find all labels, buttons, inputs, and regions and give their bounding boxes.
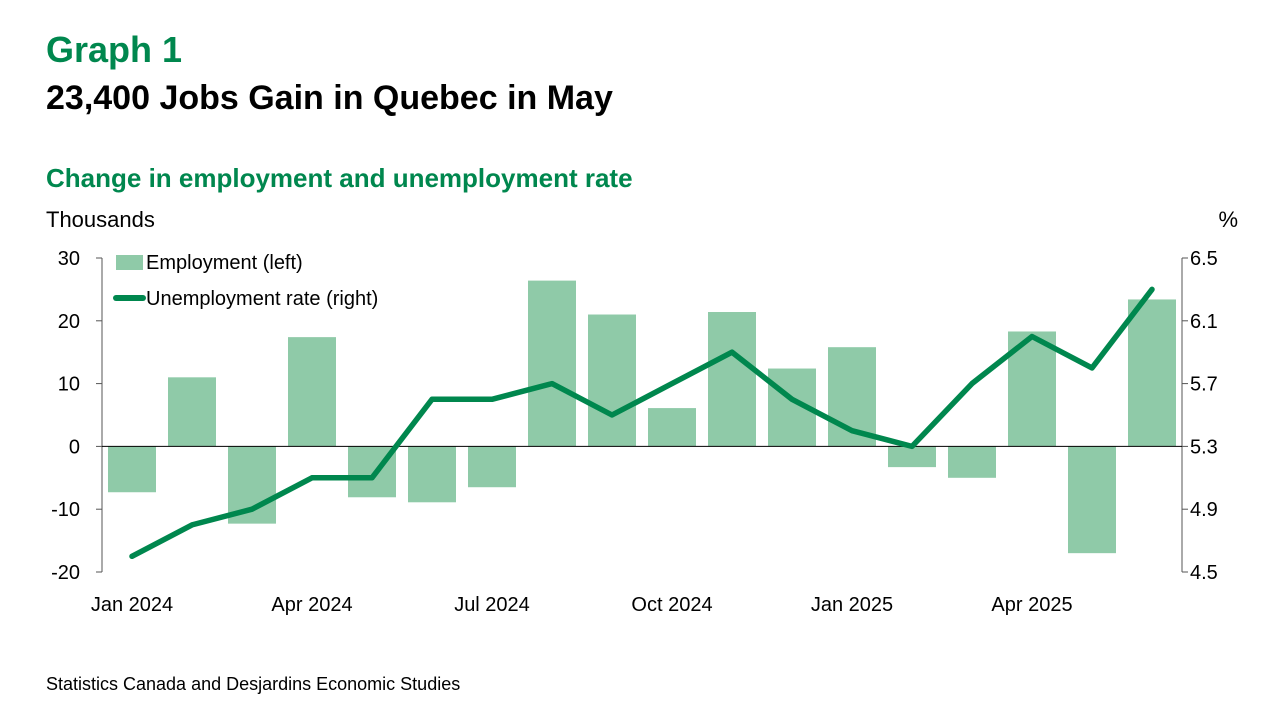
- unemployment-rate-point: [969, 381, 975, 387]
- employment-bar: [648, 408, 696, 447]
- x-tick-label: Apr 2025: [991, 594, 1072, 616]
- right-tick-label: 5.3: [1190, 436, 1218, 458]
- left-tick-label: 30: [58, 248, 80, 270]
- legend: Employment (left) Unemployment rate (rig…: [113, 252, 378, 310]
- right-tick-label: 5.7: [1190, 374, 1218, 396]
- unemployment-rate-point: [849, 428, 855, 434]
- unemployment-rate-point: [669, 381, 675, 387]
- unemployment-rate-point: [789, 396, 795, 402]
- unemployment-rate-point: [729, 349, 735, 355]
- left-tick-label: 20: [58, 311, 80, 333]
- legend-swatch-employment: [116, 255, 143, 270]
- x-tick-label: Oct 2024: [631, 594, 712, 616]
- employment-bar: [948, 446, 996, 478]
- left-axis-unit: Thousands: [46, 207, 155, 232]
- source-note: Statistics Canada and Desjardins Economi…: [46, 674, 461, 694]
- right-tick-label: 6.1: [1190, 311, 1218, 333]
- unemployment-rate-point: [189, 522, 195, 528]
- unemployment-rate-point: [369, 475, 375, 481]
- legend-label-unemployment: Unemployment rate (right): [146, 288, 378, 310]
- unemployment-rate-point: [609, 412, 615, 418]
- left-tick-label: 0: [69, 436, 80, 458]
- unemployment-rate-point: [549, 381, 555, 387]
- employment-bar: [708, 312, 756, 447]
- chart-title: Change in employment and unemployment ra…: [46, 163, 633, 193]
- unemployment-rate-point: [909, 443, 915, 449]
- right-axis-unit: %: [1218, 207, 1238, 232]
- left-tick-label: -10: [51, 499, 80, 521]
- unemployment-rate-point: [129, 553, 135, 559]
- employment-bar: [588, 314, 636, 447]
- x-tick-label: Jan 2025: [811, 594, 893, 616]
- x-tick-label: Jan 2024: [91, 594, 173, 616]
- right-axis-ticks: 6.5 6.1 5.7 5.3 4.9 4.5: [1182, 248, 1218, 584]
- employment-bar: [168, 377, 216, 447]
- x-tick-label: Jul 2024: [454, 594, 530, 616]
- unemployment-rate-point: [1149, 286, 1155, 292]
- employment-bar: [408, 446, 456, 503]
- unemployment-rate-line: [129, 286, 1155, 560]
- unemployment-rate-point: [489, 396, 495, 402]
- right-tick-label: 4.9: [1190, 499, 1218, 521]
- right-tick-label: 6.5: [1190, 248, 1218, 270]
- left-tick-label: -20: [51, 562, 80, 584]
- employment-bars: [108, 280, 1176, 554]
- employment-bar: [468, 446, 516, 488]
- left-tick-label: 10: [58, 374, 80, 396]
- graph-number: Graph 1: [46, 29, 183, 70]
- unemployment-rate-point: [249, 506, 255, 512]
- unemployment-rate-point: [429, 396, 435, 402]
- employment-bar: [528, 280, 576, 447]
- x-tick-label: Apr 2024: [271, 594, 352, 616]
- employment-bar: [1068, 446, 1116, 554]
- left-axis-ticks: 30 20 10 0 -10 -20: [51, 248, 102, 584]
- employment-bar: [108, 446, 156, 493]
- x-axis-ticks: Jan 2024 Apr 2024 Jul 2024 Oct 2024 Jan 2025…: [91, 594, 1073, 616]
- unemployment-rate-point: [309, 475, 315, 481]
- unemployment-rate-point: [1029, 334, 1035, 339]
- unemployment-rate-point: [1089, 365, 1095, 371]
- unemployment-line-layer: [129, 286, 1155, 560]
- employment-bar: [288, 337, 336, 447]
- axes: [101, 258, 1183, 572]
- employment-bar: [1128, 299, 1176, 447]
- right-tick-label: 4.5: [1190, 562, 1218, 584]
- graph-headline: 23,400 Jobs Gain in Quebec in May: [46, 79, 613, 117]
- employment-bar: [888, 446, 936, 468]
- legend-label-employment: Employment (left): [146, 252, 303, 274]
